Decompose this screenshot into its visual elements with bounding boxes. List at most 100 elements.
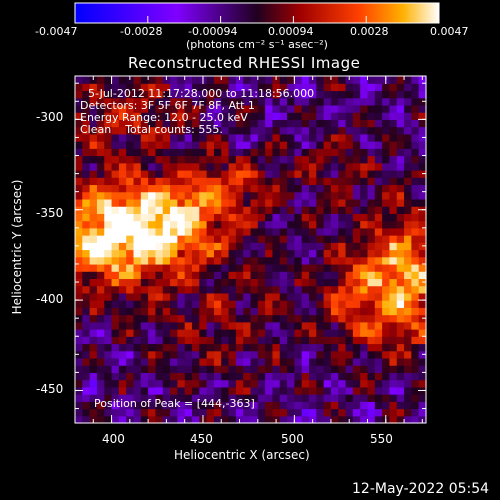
heatmap-cell xyxy=(177,83,186,92)
heatmap-cell xyxy=(148,76,157,84)
heatmap-cell xyxy=(243,191,252,200)
heatmap-cell xyxy=(309,213,317,222)
heatmap-cell xyxy=(411,177,420,186)
heatmap-cell xyxy=(155,249,164,258)
heatmap-cell xyxy=(345,372,354,381)
heatmap-cell xyxy=(192,126,200,135)
heatmap-cell xyxy=(272,249,281,258)
heatmap-cell xyxy=(213,97,222,106)
heatmap-cell xyxy=(323,307,332,316)
heatmap-cell xyxy=(192,386,200,395)
heatmap-cell xyxy=(323,162,332,171)
heatmap-cell xyxy=(309,169,317,178)
heatmap-cell xyxy=(192,162,200,171)
heatmap-cell xyxy=(294,90,303,99)
heatmap-cell xyxy=(184,285,193,294)
heatmap-cell xyxy=(382,386,391,395)
heatmap-cell xyxy=(133,184,142,193)
heatmap-cell xyxy=(411,184,420,193)
heatmap-cell xyxy=(221,401,230,410)
heatmap-cell xyxy=(396,249,405,258)
heatmap-cell xyxy=(184,343,193,352)
heatmap-cell xyxy=(162,336,171,345)
heatmap-cell xyxy=(75,213,83,222)
heatmap-cell xyxy=(126,220,135,229)
heatmap-cell xyxy=(140,329,149,337)
heatmap-cell xyxy=(272,357,281,366)
heatmap-cell xyxy=(133,343,142,352)
heatmap-cell xyxy=(330,415,339,424)
heatmap-cell xyxy=(374,155,383,164)
heatmap-cell xyxy=(228,329,237,337)
heatmap-cell xyxy=(301,191,310,200)
heatmap-cell xyxy=(367,235,376,243)
heatmap-cell xyxy=(272,169,281,178)
heatmap-cell xyxy=(323,191,332,200)
colorbar-ticks xyxy=(74,16,440,23)
heatmap-cell xyxy=(418,235,427,243)
heatmap-cell xyxy=(235,365,244,373)
heatmap-cell xyxy=(140,372,149,381)
heatmap-cell xyxy=(294,162,303,171)
heatmap-cell xyxy=(389,357,398,366)
heatmap-cell xyxy=(338,177,347,186)
heatmap-cell xyxy=(104,119,113,128)
heatmap-cell xyxy=(213,321,222,330)
heatmap-cell xyxy=(177,227,186,236)
heatmap-cell xyxy=(221,148,230,157)
heatmap-cell xyxy=(162,97,171,106)
heatmap-cell xyxy=(126,169,135,178)
heatmap-cell xyxy=(382,321,391,330)
heatmap-cell xyxy=(192,365,200,373)
heatmap-cell xyxy=(272,408,281,417)
heatmap-cell xyxy=(301,220,310,229)
heatmap-cell xyxy=(126,90,135,99)
heatmap-cell xyxy=(301,162,310,171)
heatmap-cell xyxy=(265,119,274,128)
heatmap-cell xyxy=(250,292,259,301)
heatmap-cell xyxy=(257,90,266,99)
heatmap-cell xyxy=(418,256,427,265)
heatmap-cell xyxy=(279,271,288,280)
heatmap-cell xyxy=(338,357,347,366)
heatmap-cell xyxy=(82,213,91,222)
heatmap-cell xyxy=(389,126,398,135)
heatmap-cell xyxy=(418,148,427,157)
heatmap-cell xyxy=(323,314,332,323)
heatmap-cell xyxy=(213,198,222,207)
heatmap-cell xyxy=(96,119,105,128)
heatmap-cell xyxy=(411,285,420,294)
heatmap-cell xyxy=(221,343,230,352)
heatmap-cell xyxy=(257,329,266,337)
heatmap-cell xyxy=(235,90,244,99)
heatmap-cell xyxy=(265,155,274,164)
heatmap-cell xyxy=(250,314,259,323)
heatmap-cell xyxy=(133,227,142,236)
heatmap-cell xyxy=(287,365,295,373)
heatmap-cell xyxy=(279,314,288,323)
heatmap-cell xyxy=(126,242,135,251)
heatmap-cell xyxy=(243,292,252,301)
heatmap-cell xyxy=(374,242,383,251)
annotation-energy: Energy Range: 12.0 - 25.0 keV xyxy=(80,111,248,124)
heatmap-cell xyxy=(382,263,391,272)
heatmap-cell xyxy=(184,350,193,359)
heatmap-cell xyxy=(148,155,157,164)
y-axis-label: Heliocentric Y (arcsec) xyxy=(10,179,24,315)
heatmap-cell xyxy=(396,343,405,352)
heatmap-cell xyxy=(192,263,200,272)
heatmap-cell xyxy=(265,314,274,323)
heatmap-cell xyxy=(272,213,281,222)
heatmap-cell xyxy=(360,292,369,301)
heatmap-cell xyxy=(265,133,274,142)
heatmap-cell xyxy=(75,408,83,417)
heatmap-cell xyxy=(243,271,252,280)
heatmap-cell xyxy=(104,97,113,106)
heatmap-cell xyxy=(287,184,295,193)
heatmap-cell xyxy=(265,220,274,229)
heatmap-cell xyxy=(360,365,369,373)
heatmap-cell xyxy=(213,415,222,424)
heatmap-cell xyxy=(104,271,113,280)
heatmap-cell xyxy=(338,242,347,251)
heatmap-cell xyxy=(82,394,91,402)
